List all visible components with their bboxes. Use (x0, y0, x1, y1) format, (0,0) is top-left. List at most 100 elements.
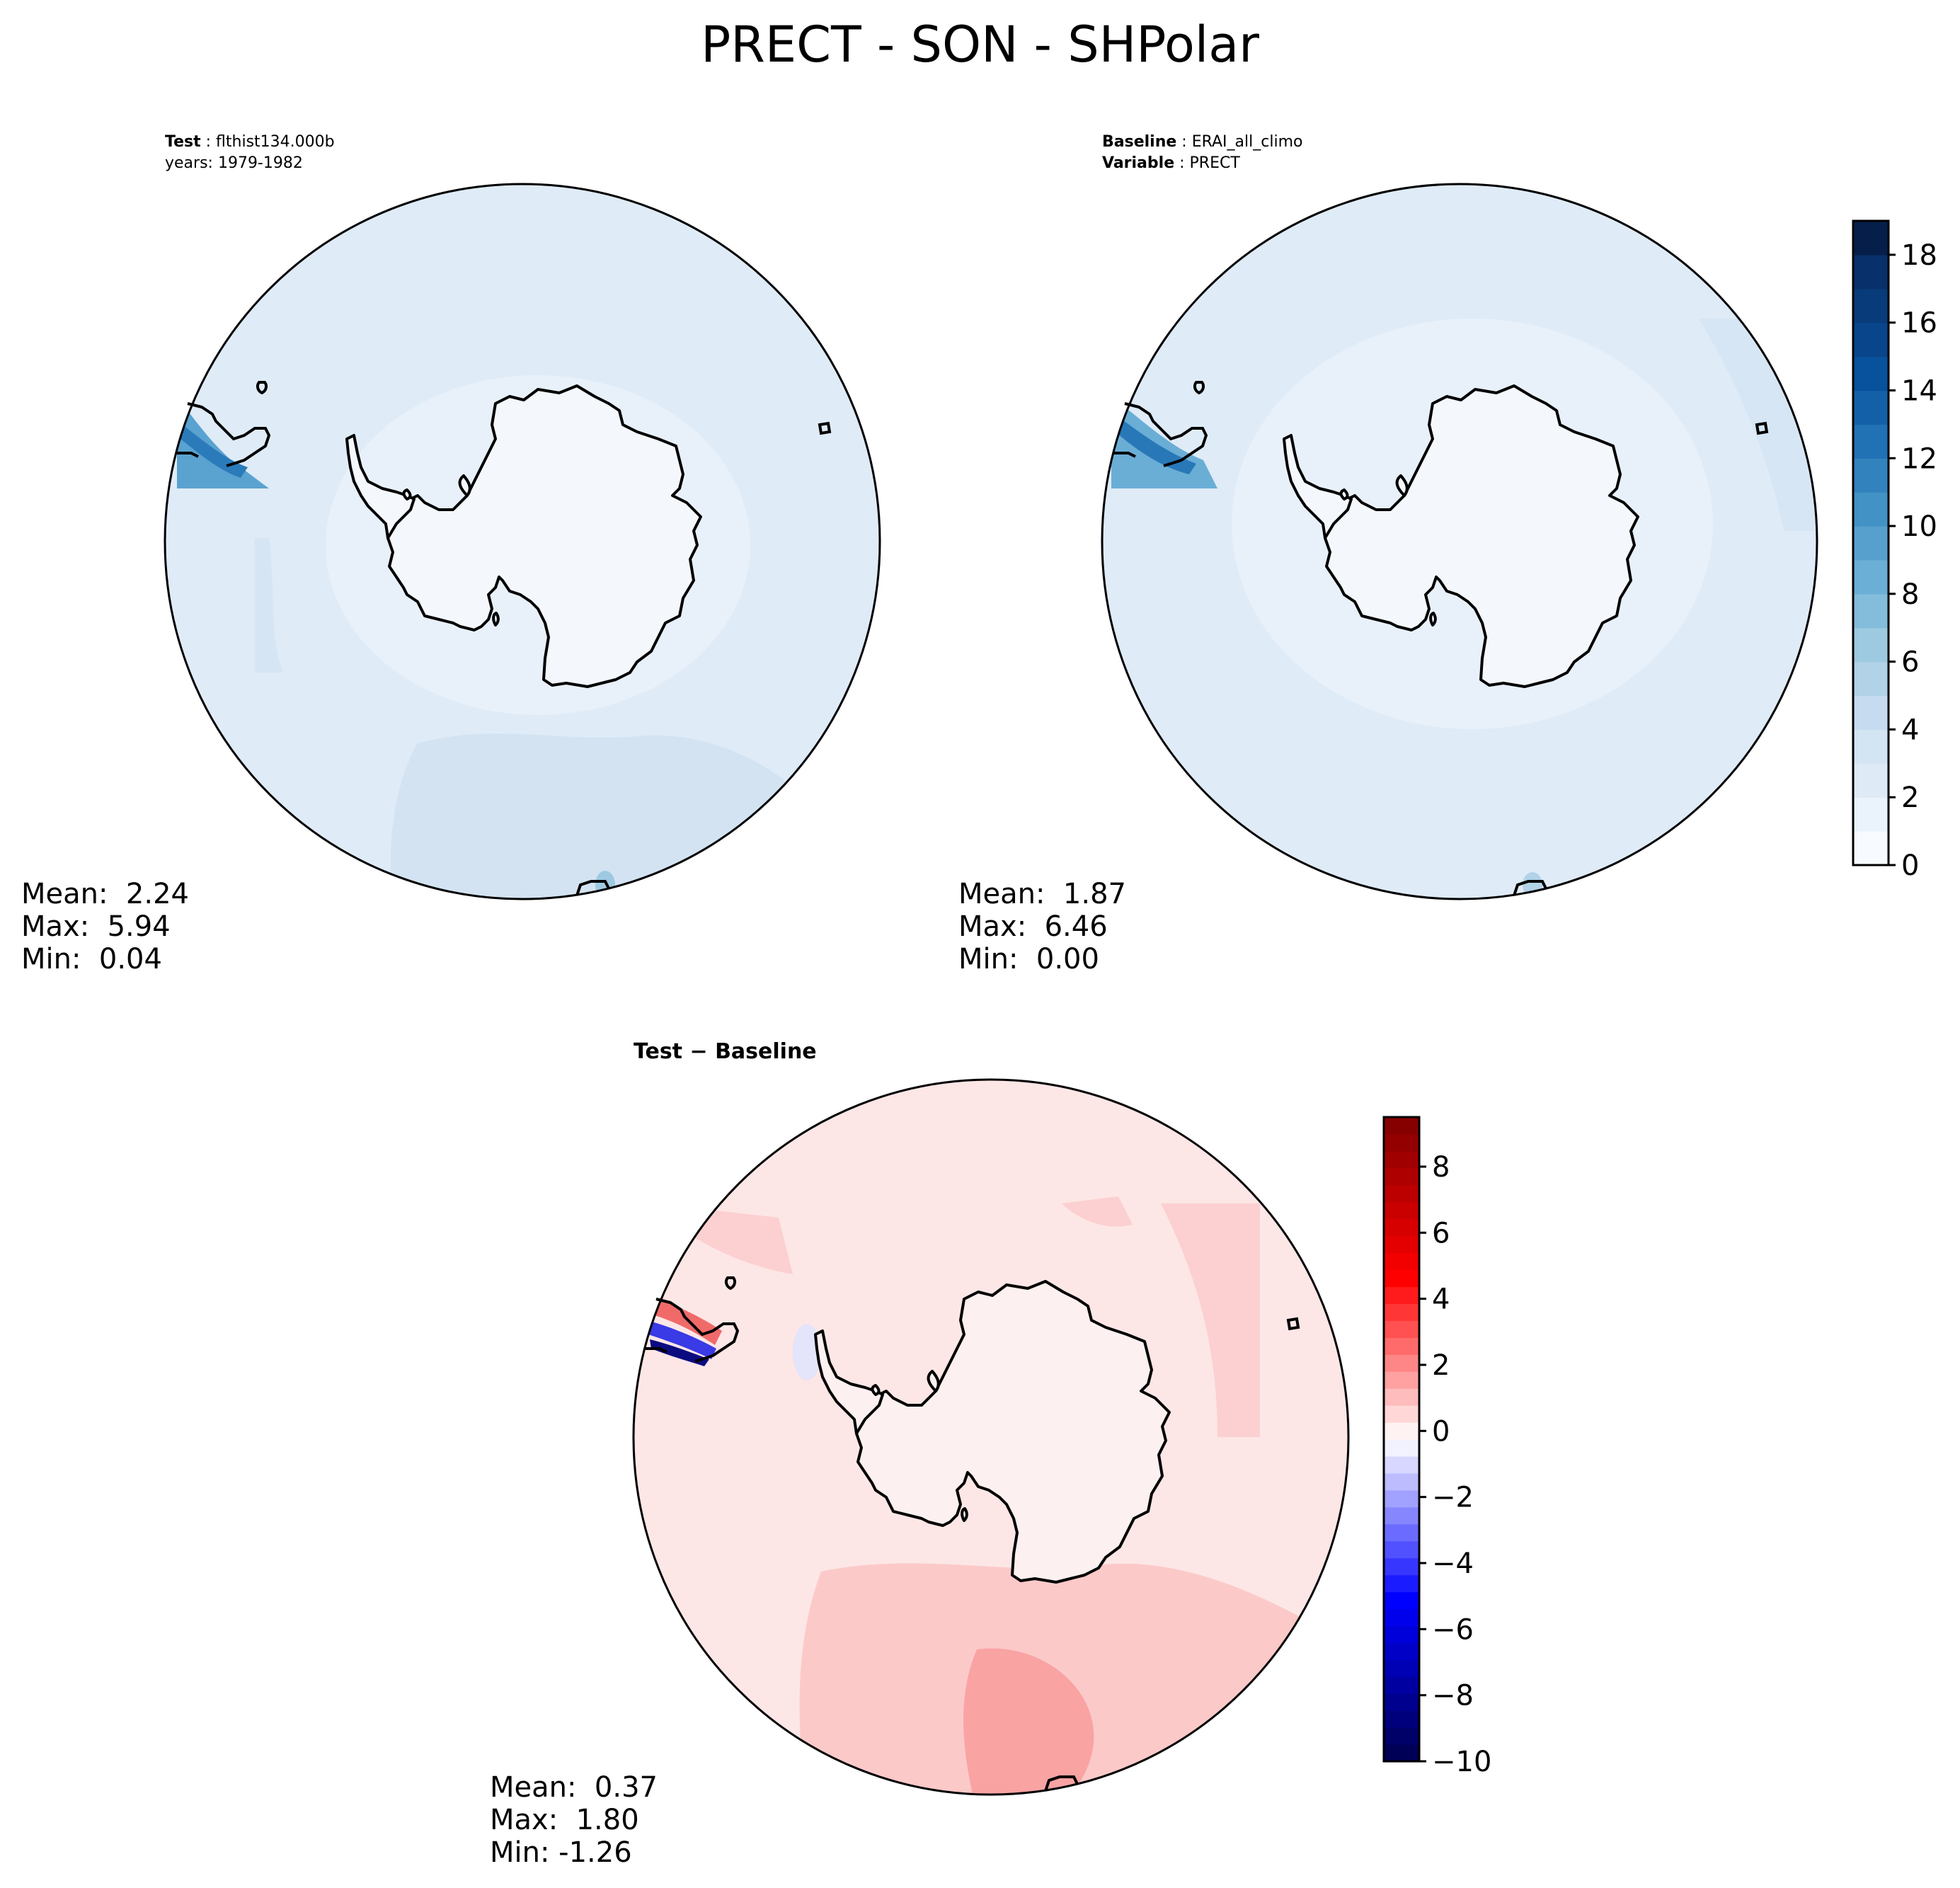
colorbar-step (1853, 492, 1889, 527)
colorbar-step (1853, 593, 1889, 629)
colorbar-step (1853, 627, 1889, 663)
colorbar-step (1384, 1439, 1419, 1457)
colorbar-step (1384, 1252, 1419, 1271)
colorbar-step (1853, 221, 1889, 256)
seismic-colorbar-steps (1384, 1117, 1419, 1762)
test-max: 5.94 (107, 910, 171, 943)
blues-colorbar-frame (1852, 219, 1890, 866)
test-antarctica-coastline (345, 384, 702, 688)
colorbar-step (1384, 1557, 1419, 1576)
colorbar-step (1384, 1218, 1419, 1237)
baseline-max-label: Max: (958, 910, 1027, 943)
colorbar-step (1384, 1540, 1419, 1559)
diff-min: -1.26 (558, 1836, 632, 1869)
colorbar-step (1384, 1659, 1419, 1677)
baseline-max: 6.46 (1044, 910, 1108, 943)
colorbar-step (1384, 1710, 1419, 1728)
colorbar-step (1384, 1388, 1419, 1406)
colorbar-step (1853, 526, 1889, 561)
colorbar-tick-label: 6 (1901, 646, 1919, 679)
colorbar-step (1853, 661, 1889, 697)
colorbar-step (1384, 1455, 1419, 1474)
colorbar-tick-label: 18 (1901, 239, 1937, 272)
baseline-antarctica-coastline (1283, 384, 1639, 688)
diff-max-label: Max: (490, 1804, 558, 1836)
colorbar-tick-label: −2 (1432, 1482, 1474, 1514)
seismic-colorbar-frame (1382, 1116, 1421, 1763)
colorbar-tick-label: 14 (1901, 374, 1937, 407)
diff-title-sep: − (682, 1039, 716, 1064)
colorbar-step (1384, 1523, 1419, 1542)
baseline-min-label: Min: (958, 943, 1019, 976)
colorbar-tick-label: −4 (1432, 1547, 1474, 1580)
baseline-stats: Mean: 1.87 Max: 6.46 Min: 0.00 (958, 878, 1126, 976)
test-mean-label: Mean: (21, 878, 108, 910)
test-name: flthist134.000b (216, 133, 335, 151)
colorbar-tick-label: 12 (1901, 442, 1937, 475)
diff-title-base: Baseline (715, 1039, 817, 1064)
colorbar-step (1384, 1574, 1419, 1593)
test-stats: Mean: 2.24 Max: 5.94 Min: 0.04 (21, 878, 189, 976)
colorbar-step (1853, 356, 1889, 391)
baseline-min: 0.00 (1036, 943, 1099, 976)
colorbar-step (1384, 1591, 1419, 1610)
colorbar-step (1384, 1676, 1419, 1694)
colorbar-step (1384, 1201, 1419, 1220)
baseline-header: Baseline : ERAI_all_climo Variable : PRE… (1102, 133, 1303, 172)
test-min-label: Min: (21, 943, 81, 976)
colorbar-step (1853, 695, 1889, 731)
baseline-mean: 1.87 (1062, 878, 1126, 910)
diff-title: Test − Baseline (634, 1039, 817, 1064)
colorbar-step (1384, 1269, 1419, 1288)
colorbar-step (1384, 1320, 1419, 1338)
diff-title-test: Test (634, 1039, 683, 1064)
colorbar-step (1384, 1422, 1419, 1440)
colorbar-step (1384, 1506, 1419, 1525)
colorbar-step (1384, 1184, 1419, 1203)
colorbar-tick-label: −6 (1432, 1613, 1474, 1646)
baseline-map-boundary (1101, 183, 1818, 900)
colorbar-step (1384, 1371, 1419, 1389)
baseline-variable: PRECT (1189, 154, 1240, 172)
seismic-colorbar-ticks: −10 −8 −6 −4 −2 0 2 4 6 8 (1419, 1151, 1491, 1778)
figure-title: PRECT - SON - SHPolar (701, 16, 1259, 74)
colorbar-step (1853, 424, 1889, 459)
colorbar-step (1853, 729, 1889, 764)
colorbar-step (1384, 1727, 1419, 1745)
colorbar-step (1384, 1337, 1419, 1355)
diff-min-label: Min: (490, 1836, 550, 1869)
colorbar-step (1853, 322, 1889, 357)
colorbar-step (1384, 1117, 1419, 1135)
colorbar-step (1384, 1642, 1419, 1660)
colorbar-tick-label: −8 (1432, 1680, 1474, 1712)
colorbar-step (1853, 763, 1889, 798)
test-map-boundary (164, 183, 881, 900)
colorbar-step (1853, 559, 1889, 595)
colorbar-tick-label: 6 (1432, 1217, 1450, 1249)
colorbar-step (1384, 1286, 1419, 1305)
colorbar-step (1384, 1625, 1419, 1643)
baseline-south-america-coast (1114, 381, 1769, 896)
colorbar-step (1853, 831, 1889, 866)
colorbar-tick-label: 2 (1432, 1349, 1450, 1382)
colorbar-tick-label: 2 (1901, 782, 1919, 814)
colorbar-tick-label: 0 (1901, 849, 1919, 882)
colorbar-step (1853, 390, 1889, 425)
colorbar-step (1384, 1167, 1419, 1186)
diff-south-america-coast (646, 1276, 1300, 1792)
test-map (164, 183, 881, 900)
colorbar-tick-label: −10 (1432, 1746, 1491, 1778)
test-header: Test : flthist134.000b years: 1979-1982 (165, 132, 335, 174)
diff-stats: Mean: 0.37 Max: 1.80 Min: -1.26 (490, 1771, 658, 1869)
colorbar-step (1384, 1133, 1419, 1152)
seismic-colorbar: −10 −8 −6 −4 −2 0 2 4 6 8 (1382, 1116, 1491, 1778)
colorbar-step (1853, 458, 1889, 493)
test-max-label: Max: (21, 910, 90, 943)
colorbar-step (1384, 1303, 1419, 1321)
colorbar-step (1384, 1489, 1419, 1508)
diff-mean-label: Mean: (490, 1771, 577, 1804)
baseline-variable-label: Variable (1102, 154, 1175, 172)
colorbar-tick-label: 4 (1901, 714, 1919, 746)
colorbar-step (1384, 1405, 1419, 1423)
